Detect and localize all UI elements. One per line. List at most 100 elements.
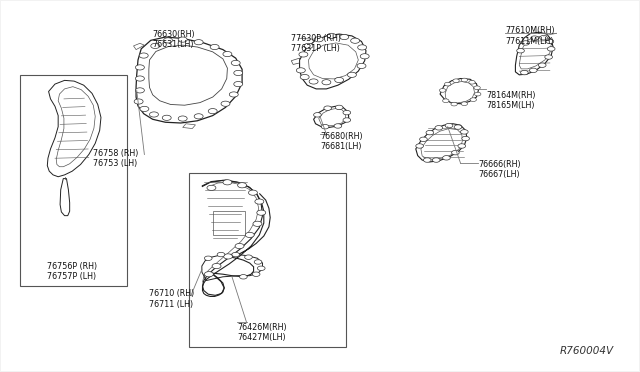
Circle shape — [221, 101, 230, 106]
Circle shape — [217, 252, 225, 257]
Circle shape — [424, 158, 431, 162]
Circle shape — [357, 63, 366, 68]
Circle shape — [255, 199, 264, 204]
Circle shape — [204, 272, 213, 277]
Circle shape — [304, 43, 313, 48]
Circle shape — [426, 131, 434, 135]
Circle shape — [516, 48, 524, 53]
Circle shape — [245, 232, 254, 237]
Circle shape — [451, 102, 458, 106]
Circle shape — [324, 106, 332, 110]
Circle shape — [458, 144, 466, 148]
Circle shape — [253, 221, 262, 227]
Circle shape — [520, 70, 528, 75]
Circle shape — [163, 115, 172, 121]
Circle shape — [335, 77, 344, 83]
Circle shape — [150, 112, 159, 117]
Circle shape — [546, 39, 554, 44]
Circle shape — [452, 150, 460, 155]
Circle shape — [194, 114, 203, 119]
Circle shape — [296, 68, 305, 73]
Circle shape — [234, 81, 243, 87]
Circle shape — [522, 41, 529, 45]
Text: 76680(RH)
76681(LH): 76680(RH) 76681(LH) — [320, 132, 363, 151]
Circle shape — [420, 137, 428, 141]
Circle shape — [235, 243, 244, 248]
Text: 76758 (RH)
76753 (LH): 76758 (RH) 76753 (LH) — [93, 148, 138, 168]
Circle shape — [210, 44, 219, 49]
Circle shape — [257, 210, 266, 215]
Circle shape — [443, 99, 449, 103]
Text: 76426M(RH)
76427M(LH): 76426M(RH) 76427M(LH) — [237, 323, 287, 342]
Circle shape — [136, 65, 145, 70]
Circle shape — [416, 144, 424, 148]
Circle shape — [234, 70, 243, 76]
Text: 76630(RH)
76631(LH): 76630(RH) 76631(LH) — [153, 30, 195, 49]
Circle shape — [351, 38, 360, 43]
Circle shape — [314, 113, 321, 117]
Circle shape — [164, 38, 173, 43]
Circle shape — [474, 86, 480, 90]
Circle shape — [309, 79, 318, 84]
Circle shape — [531, 36, 538, 40]
Circle shape — [223, 51, 232, 57]
Circle shape — [443, 155, 451, 160]
Circle shape — [237, 183, 246, 188]
Circle shape — [136, 88, 145, 93]
Circle shape — [314, 37, 323, 42]
Circle shape — [140, 53, 148, 58]
Circle shape — [223, 254, 232, 259]
Circle shape — [212, 263, 221, 269]
Circle shape — [232, 252, 239, 257]
Circle shape — [545, 55, 552, 59]
Circle shape — [178, 37, 187, 42]
Bar — [20, 75, 127, 286]
Circle shape — [334, 124, 342, 128]
Circle shape — [134, 99, 143, 104]
Circle shape — [340, 35, 349, 39]
Circle shape — [445, 124, 453, 128]
Circle shape — [229, 92, 238, 97]
Circle shape — [322, 80, 331, 85]
Circle shape — [453, 79, 460, 83]
Circle shape — [547, 46, 555, 51]
Circle shape — [208, 109, 217, 114]
Circle shape — [462, 137, 469, 141]
Text: 76710 (RH)
76711 (LH): 76710 (RH) 76711 (LH) — [150, 289, 195, 309]
Circle shape — [257, 266, 265, 270]
Circle shape — [204, 256, 212, 260]
Circle shape — [440, 89, 446, 92]
Circle shape — [327, 33, 336, 38]
Circle shape — [321, 125, 329, 129]
Bar — [189, 173, 346, 347]
Circle shape — [207, 185, 216, 190]
Bar — [212, 211, 244, 235]
Circle shape — [461, 130, 468, 134]
Circle shape — [248, 190, 257, 195]
Circle shape — [151, 43, 160, 48]
Circle shape — [540, 36, 547, 40]
Circle shape — [252, 272, 260, 276]
Circle shape — [358, 45, 367, 50]
Text: 76756P (RH)
76757P (LH): 76756P (RH) 76757P (LH) — [47, 262, 97, 281]
Circle shape — [454, 125, 462, 129]
Circle shape — [461, 102, 467, 106]
Circle shape — [529, 68, 537, 73]
Circle shape — [335, 105, 343, 110]
Circle shape — [343, 110, 351, 115]
Circle shape — [461, 78, 467, 82]
Circle shape — [140, 106, 149, 112]
Circle shape — [244, 255, 252, 259]
Circle shape — [178, 116, 187, 121]
Circle shape — [433, 158, 440, 162]
Circle shape — [445, 82, 451, 86]
Circle shape — [343, 118, 351, 122]
Text: 78164M(RH)
78165M(LH): 78164M(RH) 78165M(LH) — [486, 91, 536, 110]
Circle shape — [136, 76, 145, 81]
Circle shape — [435, 126, 443, 130]
Circle shape — [348, 72, 356, 77]
Circle shape — [474, 92, 481, 96]
Circle shape — [194, 39, 203, 45]
Circle shape — [300, 74, 309, 80]
Circle shape — [231, 60, 240, 65]
